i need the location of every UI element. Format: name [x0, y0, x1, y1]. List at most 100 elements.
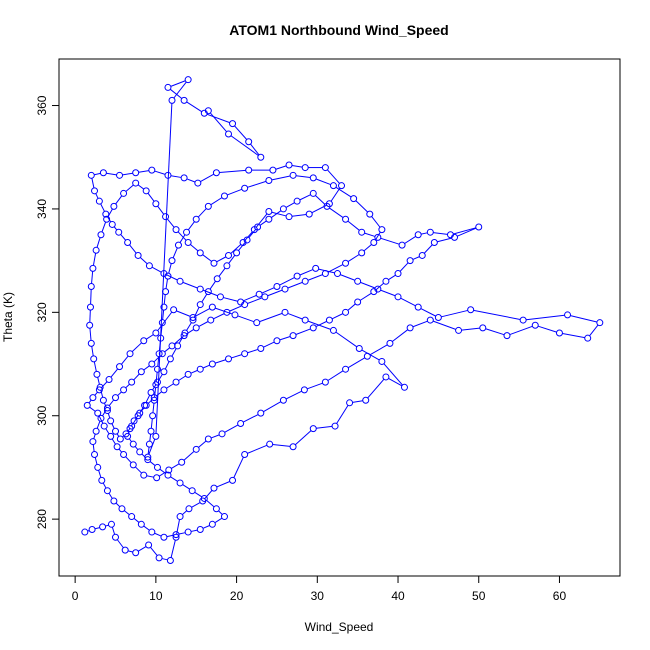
data-point — [88, 525, 96, 533]
series-segment — [94, 172, 101, 176]
data-point — [112, 427, 120, 435]
data-point — [172, 378, 180, 386]
series-segment — [197, 208, 207, 218]
data-point — [196, 301, 204, 309]
series-segment — [164, 347, 170, 353]
data-point — [152, 432, 160, 440]
series-segment — [150, 546, 158, 556]
data-point — [140, 337, 148, 345]
series-segment — [248, 229, 257, 238]
data-point — [301, 316, 309, 324]
data-point — [350, 195, 358, 203]
data-point — [301, 277, 309, 285]
series-segment — [461, 327, 480, 331]
series-segment — [420, 308, 436, 317]
series-segment — [183, 450, 195, 461]
series-segment — [259, 220, 267, 226]
data-point — [134, 251, 142, 259]
data-point — [152, 381, 160, 389]
data-point — [342, 215, 350, 223]
series-segment — [166, 383, 174, 389]
series-segment — [347, 220, 360, 231]
data-point — [91, 451, 99, 459]
series-segment — [157, 205, 165, 215]
series-segment — [111, 438, 116, 445]
y-tick-label: 300 — [35, 405, 49, 425]
data-point — [333, 270, 341, 278]
data-point — [116, 435, 124, 443]
series-segment — [139, 257, 148, 265]
data-point — [257, 345, 265, 353]
series-segment — [247, 444, 268, 454]
data-point — [89, 264, 97, 272]
data-point — [94, 463, 102, 471]
data-point — [192, 445, 200, 453]
data-point — [184, 528, 192, 536]
data-point — [257, 409, 265, 417]
data-point — [596, 319, 604, 327]
data-point — [136, 448, 144, 456]
data-point — [273, 282, 281, 290]
series-segment — [209, 112, 227, 133]
series-segment — [178, 375, 186, 381]
series-segment — [176, 310, 191, 317]
series-segment — [327, 370, 344, 381]
data-point — [160, 533, 168, 541]
data-point — [241, 350, 249, 358]
series-segment — [237, 315, 255, 323]
series-segment — [369, 344, 388, 356]
series-segment — [155, 103, 173, 434]
data-point — [289, 332, 297, 340]
series-segment — [111, 527, 116, 535]
data-point — [374, 233, 382, 241]
series-segment — [201, 293, 208, 303]
series-segment — [150, 418, 153, 429]
data-point — [92, 427, 100, 435]
series-segment — [93, 433, 96, 439]
series-segment — [400, 297, 416, 307]
data-point — [176, 277, 184, 285]
data-point — [305, 210, 313, 218]
data-point — [281, 308, 289, 316]
series-segment — [315, 320, 327, 327]
data-point — [208, 520, 216, 528]
series-segment — [219, 169, 246, 173]
series-segment — [154, 170, 166, 175]
series-segment — [473, 309, 521, 320]
data-point — [257, 153, 265, 161]
data-point — [144, 453, 152, 461]
data-point — [147, 388, 155, 396]
data-point — [153, 365, 161, 373]
data-point — [406, 324, 414, 332]
series-segment — [168, 263, 172, 274]
data-point — [100, 422, 108, 430]
series-segment — [388, 377, 403, 387]
data-point — [293, 197, 301, 205]
series-segment — [195, 308, 210, 317]
x-axis: 0 10 20 30 40 50 60 — [72, 575, 566, 603]
series-segment — [327, 264, 344, 273]
series-segment — [363, 244, 372, 252]
data-point — [329, 182, 337, 190]
series-segment — [335, 186, 352, 198]
data-point — [218, 430, 226, 438]
x-tick-label: 50 — [472, 589, 486, 603]
y-axis-label: Theta (K) — [1, 292, 15, 342]
series-segment — [128, 438, 132, 443]
data-point — [142, 187, 150, 195]
data-point — [160, 303, 168, 311]
data-point — [157, 334, 165, 342]
series-segment — [380, 289, 396, 297]
series-segment — [238, 241, 246, 251]
series-segment — [285, 202, 295, 208]
data-point — [166, 355, 174, 363]
data-point — [120, 451, 128, 459]
series-segment — [233, 457, 244, 478]
data-point — [426, 316, 434, 324]
data-point — [243, 236, 251, 244]
data-point — [338, 182, 346, 190]
data-point — [87, 282, 95, 290]
data-point — [455, 326, 463, 334]
series-segment — [89, 328, 92, 341]
data-point — [110, 202, 118, 210]
